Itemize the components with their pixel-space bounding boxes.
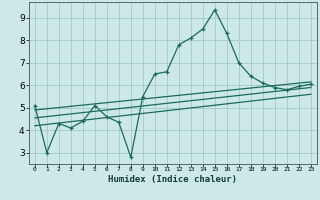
X-axis label: Humidex (Indice chaleur): Humidex (Indice chaleur) bbox=[108, 175, 237, 184]
